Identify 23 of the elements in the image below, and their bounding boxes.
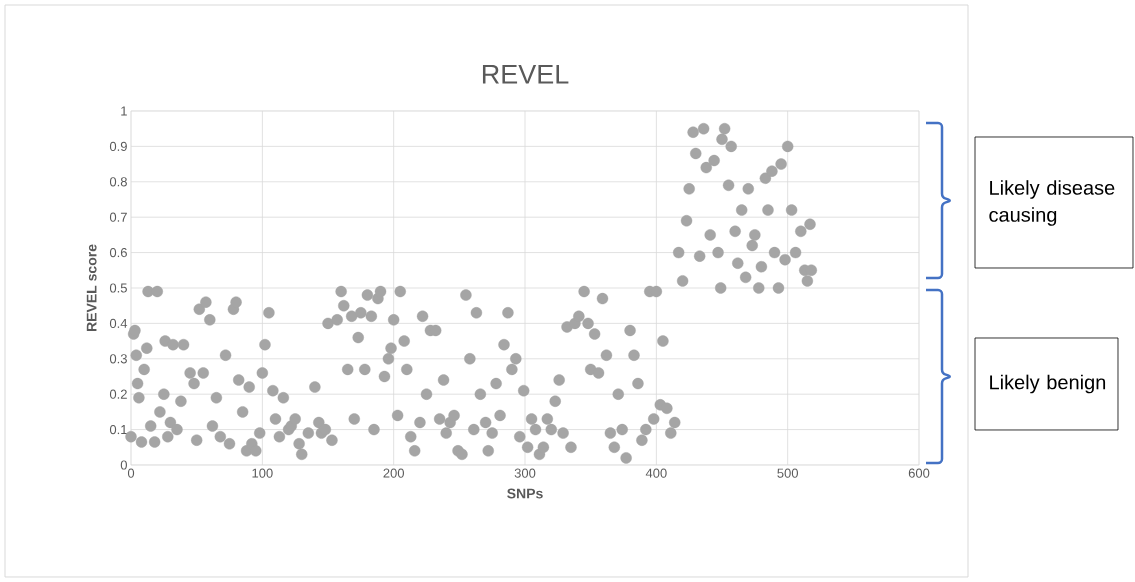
y-tick-label: 0.6	[109, 247, 127, 258]
y-tick-label: 0.2	[109, 389, 127, 399]
y-tick-label: 0.7	[109, 212, 127, 222]
y-tick-label: 1	[121, 106, 127, 116]
x-tick-label: 100	[252, 468, 273, 478]
text: Likely disease causing	[989, 180, 1115, 226]
chart-title: REVEL	[482, 64, 569, 84]
x-tick-label: 200	[383, 468, 405, 478]
y-tick-label: 0.3	[109, 354, 127, 364]
x-tick-label: 300	[514, 468, 536, 478]
x-tick-label: 400	[645, 468, 667, 478]
x-axis-title: SNPs	[507, 488, 543, 499]
y-tick-label: 0	[120, 460, 127, 470]
y-tick-label: 0.5	[109, 283, 127, 293]
y-tick-label: 0.9	[109, 141, 127, 151]
x-tick-label: 0	[127, 468, 135, 478]
x-tick-label: 600	[908, 468, 930, 478]
x-tick-label: 500	[777, 468, 799, 478]
y-tick-label: 0.1	[109, 424, 127, 435]
text: Likely benign	[990, 374, 1106, 394]
y-axis-title: REVEL score	[86, 244, 97, 332]
y-tick-label: 0.4	[109, 318, 128, 328]
y-tick-label: 0.8	[109, 177, 127, 187]
